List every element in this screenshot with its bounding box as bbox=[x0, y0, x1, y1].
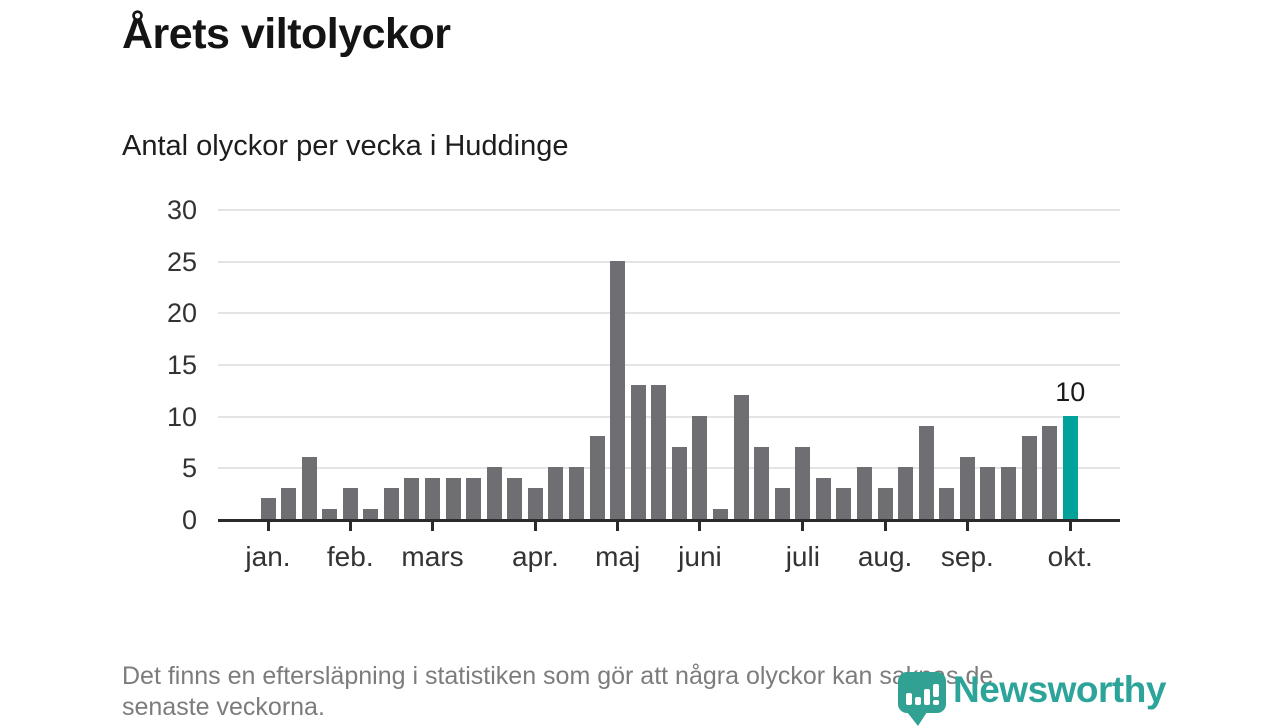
bar-week-1 bbox=[260, 498, 276, 519]
logo-exclamation-icon bbox=[933, 684, 939, 697]
bar-week-12 bbox=[486, 467, 502, 519]
bar-chart: 0 5 10 15 20 25 30 jan. feb. mars apr. maj juni juli a… bbox=[167, 195, 1120, 572]
bar-week-11 bbox=[466, 477, 482, 519]
x-axis-label-sep: sep. bbox=[940, 541, 994, 572]
bar-week-36 bbox=[980, 467, 996, 519]
highlighted-bar-week-40 bbox=[1062, 415, 1078, 519]
x-axis-label-okt: okt. bbox=[1047, 541, 1093, 572]
y-axis-label-30: 30 bbox=[166, 195, 197, 225]
y-axis-label-10: 10 bbox=[166, 401, 197, 432]
bar-week-38 bbox=[1021, 436, 1037, 519]
y-axis-label-15: 15 bbox=[166, 350, 197, 380]
x-axis-tick-mars bbox=[431, 522, 435, 531]
x-axis-tick-sep bbox=[965, 522, 969, 531]
bar-week-9 bbox=[425, 477, 441, 519]
logo-pin-tail bbox=[907, 712, 927, 726]
bar-week-27 bbox=[795, 446, 811, 519]
bar-week-4 bbox=[322, 508, 338, 519]
bar-week-31 bbox=[877, 488, 893, 519]
x-axis-tick-maj bbox=[616, 522, 620, 531]
gridline-5 bbox=[218, 467, 1120, 470]
bar-week-17 bbox=[589, 436, 605, 519]
page-title: Årets viltolyckor bbox=[122, 10, 451, 58]
x-axis-label-juni: juni bbox=[678, 541, 722, 572]
x-axis-label-juli: juli bbox=[785, 541, 820, 572]
x-axis-tick-apr bbox=[533, 522, 537, 531]
bar-week-30 bbox=[857, 467, 873, 519]
x-axis-tick-feb bbox=[348, 522, 352, 531]
x-axis-label-aug: aug. bbox=[857, 541, 913, 572]
y-axis-label-0: 0 bbox=[181, 505, 197, 535]
bar-week-21 bbox=[671, 446, 687, 519]
newsworthy-pin-icon bbox=[898, 672, 946, 726]
bar-week-20 bbox=[651, 384, 667, 519]
logo-chart-bar-icon bbox=[915, 697, 921, 705]
bar-week-32 bbox=[898, 467, 914, 519]
footer-note-line-2: senaste veckorna. bbox=[122, 693, 325, 721]
footer-note: Det finns en eftersläpning i statistiken… bbox=[122, 661, 993, 723]
bar-week-28 bbox=[815, 477, 831, 519]
bar-week-16 bbox=[569, 467, 585, 519]
y-axis-label-5: 5 bbox=[181, 453, 197, 484]
bar-week-25 bbox=[754, 446, 770, 519]
newsworthy-wordmark: Newsworthy bbox=[953, 669, 1166, 710]
logo-chart-bar-icon bbox=[906, 693, 912, 705]
x-axis-tick-okt bbox=[1068, 522, 1072, 531]
x-axis-tick-juli bbox=[801, 522, 805, 531]
bar-week-24 bbox=[733, 395, 749, 519]
bar-week-23 bbox=[713, 508, 729, 519]
gridline-15 bbox=[218, 364, 1120, 366]
gridline-25 bbox=[218, 260, 1120, 263]
bar-week-35 bbox=[959, 457, 975, 519]
bar-week-37 bbox=[1001, 467, 1017, 519]
bar-week-3 bbox=[301, 457, 317, 519]
bar-week-10 bbox=[445, 477, 461, 519]
newsworthy-logo: Newsworthy bbox=[898, 669, 1166, 726]
y-axis-label-25: 25 bbox=[166, 246, 197, 277]
bar-week-29 bbox=[836, 488, 852, 519]
bar-week-7 bbox=[383, 488, 399, 519]
bar-week-33 bbox=[918, 426, 934, 519]
bar-week-6 bbox=[363, 508, 379, 519]
bar-week-13 bbox=[507, 477, 523, 519]
x-axis-tick-jan bbox=[266, 522, 270, 531]
x-axis-tick-aug bbox=[883, 522, 887, 531]
gridline-10 bbox=[218, 415, 1120, 418]
highlight-value-label: 10 bbox=[1055, 376, 1086, 407]
chart-subtitle: Antal olyckor per vecka i Huddinge bbox=[122, 130, 569, 162]
bar-week-26 bbox=[774, 488, 790, 519]
bar-week-5 bbox=[342, 488, 358, 519]
y-axis-label-20: 20 bbox=[166, 298, 197, 329]
bar-week-34 bbox=[939, 488, 955, 519]
logo-exclamation-dot-icon bbox=[933, 700, 939, 705]
x-axis-line bbox=[218, 519, 1120, 522]
gridline-30 bbox=[218, 209, 1120, 211]
bar-week-18 bbox=[610, 260, 626, 519]
x-axis-label-apr: apr. bbox=[512, 541, 559, 572]
x-axis-label-maj: maj bbox=[595, 541, 641, 572]
bar-week-2 bbox=[281, 488, 297, 519]
x-axis-label-jan: jan. bbox=[245, 541, 291, 572]
bar-week-22 bbox=[692, 415, 708, 519]
bar-week-8 bbox=[404, 477, 420, 519]
x-axis-label-mars: mars bbox=[401, 541, 464, 572]
gridline-20 bbox=[218, 312, 1120, 315]
bar-week-15 bbox=[548, 467, 564, 519]
footer-note-line-1: Det finns en eftersläpning i statistiken… bbox=[122, 662, 994, 690]
x-axis-label-feb: feb. bbox=[326, 541, 374, 572]
bar-week-14 bbox=[527, 488, 543, 519]
bar-week-19 bbox=[630, 384, 646, 519]
x-axis-tick-juni bbox=[698, 522, 702, 531]
logo-chart-bar-icon bbox=[924, 689, 930, 705]
bar-week-39 bbox=[1042, 426, 1058, 519]
